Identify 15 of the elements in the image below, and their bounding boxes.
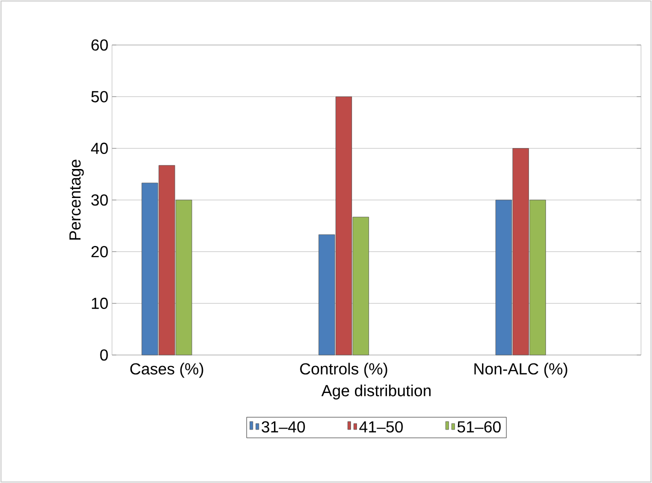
y-tick-label: 60 <box>91 39 108 51</box>
y-axis-title: Percentage <box>69 160 84 240</box>
x-axis-title: Age distribution <box>321 384 431 400</box>
y-tick-label: 40 <box>91 142 108 154</box>
y-tick-label: 30 <box>91 194 108 206</box>
legend-label: 31–40 <box>262 421 305 433</box>
x-tick-label: Cases (%) <box>130 362 204 378</box>
x-tick-label: Non-ALC (%) <box>474 362 568 378</box>
legend-label: 51–60 <box>457 421 501 433</box>
legend-label: 41–50 <box>359 421 403 433</box>
y-tick-label: 10 <box>92 298 108 309</box>
y-tick-label: 50 <box>91 91 108 102</box>
x-tick-label: Controls (%) <box>300 362 388 378</box>
y-tick-label: 20 <box>91 246 108 258</box>
y-tick-label: 0 <box>100 349 108 361</box>
